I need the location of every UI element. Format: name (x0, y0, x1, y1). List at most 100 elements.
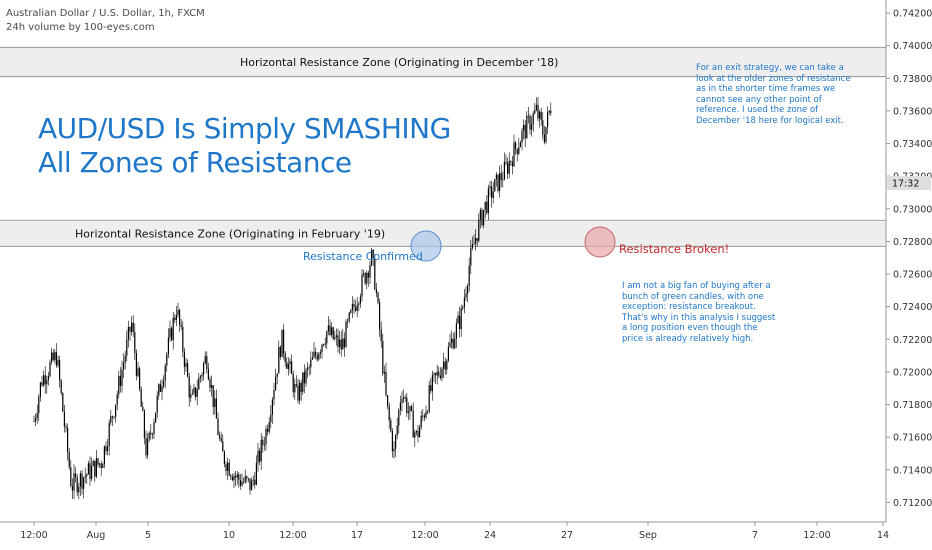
candle-body (415, 430, 417, 433)
candle-body (113, 416, 115, 418)
candle-body (471, 244, 473, 249)
entry-note-line: That's why in this analysis I suggest (622, 312, 776, 323)
candle-body (390, 420, 392, 432)
candle-body (427, 411, 429, 413)
candle-body (281, 329, 283, 357)
candle-body (191, 393, 193, 395)
candle-body (211, 384, 213, 388)
candle-body (411, 406, 413, 411)
candle-body (180, 324, 182, 327)
candle-body (255, 462, 257, 485)
candle-body (156, 395, 158, 413)
candle-body (172, 317, 174, 341)
candle-body (164, 365, 166, 381)
candle-body (326, 331, 328, 344)
candle-body (343, 338, 345, 348)
x-tick-label: 12:00 (20, 530, 47, 541)
candle-body (118, 375, 120, 395)
candle-body (444, 361, 446, 370)
candle-body (371, 249, 373, 266)
candle-body (225, 464, 227, 471)
candle-body (182, 326, 184, 352)
candle-body (398, 410, 400, 426)
candle-body (359, 296, 361, 304)
candle-body (393, 448, 395, 452)
exit-strategy-note: For an exit strategy, we can take a look… (696, 63, 856, 126)
candle-body (462, 307, 464, 309)
candle-body (327, 325, 329, 332)
candle-body (233, 475, 235, 481)
candle-body (175, 314, 177, 321)
candle-body (121, 369, 123, 386)
candle-body (548, 110, 550, 113)
candle-body (414, 432, 416, 438)
candle-body (495, 174, 497, 180)
candle-body (62, 393, 64, 412)
candle-body (271, 399, 273, 415)
candle-body (497, 174, 499, 191)
candle-body (535, 104, 537, 111)
candle-body (468, 265, 470, 287)
candle-body (539, 111, 541, 119)
candle-body (46, 380, 48, 385)
candle-body (484, 201, 486, 210)
candle-body (524, 124, 526, 139)
candle-body (236, 474, 238, 478)
candle-body (86, 474, 88, 476)
candle-body (198, 378, 200, 390)
zone-december-label: Horizontal Resistance Zone (Originating … (240, 56, 558, 69)
candle-body (142, 406, 144, 411)
candle-body (518, 147, 520, 154)
candle-body (409, 406, 411, 412)
candle-body (49, 362, 51, 376)
candle-body (190, 394, 192, 398)
candle-body (500, 173, 502, 181)
candle-body (452, 338, 454, 349)
candle-body (473, 243, 475, 245)
candle-body (499, 173, 501, 191)
candle-body (399, 402, 401, 411)
y-tick-label: 0.73600 (893, 106, 932, 117)
candle-body (345, 321, 347, 348)
candle-body (283, 329, 285, 354)
exit-note-line: reference. I used the zone of (696, 105, 819, 115)
candle-body (68, 452, 70, 468)
headline-line-1: AUD/USD Is Simply SMASHING (38, 112, 451, 145)
candle-body (159, 384, 161, 392)
candle-body (331, 327, 333, 335)
candle-body (337, 335, 339, 347)
candle-body (348, 312, 350, 322)
candle-body (57, 359, 59, 366)
x-tick-label: 24 (484, 530, 496, 541)
candle-body (230, 475, 232, 477)
candle-body (375, 289, 377, 293)
candle-body (183, 351, 185, 367)
candle-body (527, 115, 529, 117)
candle-body (251, 480, 253, 491)
candle-body (279, 347, 281, 357)
candle-body (446, 360, 448, 370)
candle-body (219, 434, 221, 439)
candle-body (383, 371, 385, 374)
candle-body (423, 415, 425, 418)
candle-body (417, 430, 419, 438)
x-tick-label: 5 (145, 530, 151, 541)
candle-body (315, 351, 317, 356)
candle-body (340, 339, 342, 350)
candle-body (470, 248, 472, 266)
candle-body (235, 475, 237, 478)
resistance-broken-marker (584, 226, 616, 258)
candle-body (71, 486, 73, 491)
candle-body (313, 351, 315, 358)
candle-body (342, 338, 344, 350)
candle-body (388, 405, 390, 421)
candle-body (515, 142, 517, 150)
candle-body (134, 332, 136, 353)
candle-body (433, 373, 435, 376)
candle-body (382, 340, 384, 374)
candle-body (323, 344, 325, 346)
candle-body (92, 460, 94, 467)
candle-body (95, 458, 97, 477)
candle-body (270, 414, 272, 423)
